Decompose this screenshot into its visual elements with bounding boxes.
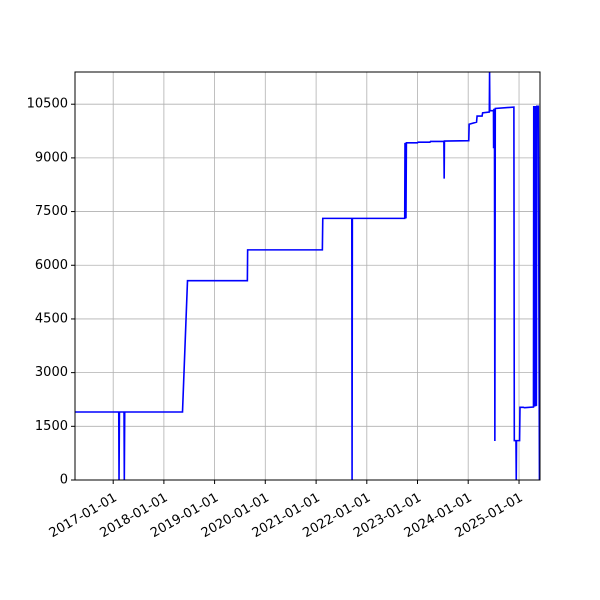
y-tick-label: 10500 (27, 97, 68, 112)
y-tick-label: 4500 (35, 311, 68, 326)
plot-area-frame (74, 71, 541, 481)
series-line (75, 72, 540, 480)
x-axis-ticks: 2017-01-012018-01-012019-01-012020-01-01… (47, 480, 526, 541)
y-tick-label: 7500 (35, 204, 68, 219)
series-layer (75, 72, 540, 480)
y-axis-ticks: 0 1500 3000 4500 6000 7500 9000 10500 (27, 97, 75, 488)
y-tick-label: 0 (60, 473, 68, 488)
y-tick-label: 3000 (35, 365, 68, 380)
grid-layer (75, 72, 540, 481)
y-tick-label: 9000 (35, 150, 68, 165)
y-tick-label: 1500 (35, 419, 68, 434)
y-tick-label: 6000 (35, 258, 68, 273)
